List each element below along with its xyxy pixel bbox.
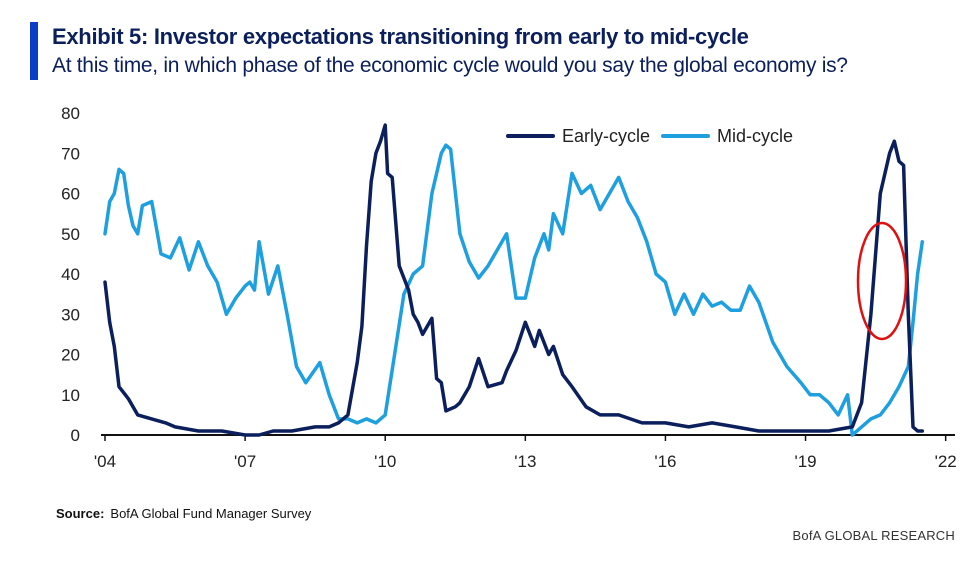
chart-subtitle: At this time, in which phase of the econ… [52,54,848,77]
series-line-mid-cycle [103,143,925,437]
source-note: Source: BofA Global Fund Manager Survey [56,506,311,521]
x-tick-label: '13 [514,452,536,471]
y-tick-label: 60 [61,185,80,204]
y-tick-label: 70 [61,144,80,163]
x-axis: '04 '07 '10 '13 '16 '19 '22 [94,435,957,471]
y-tick-label: 0 [71,426,80,445]
x-tick-label: '19 [794,452,816,471]
legend: Early-cycle Mid-cycle [506,126,793,146]
source-text: BofA Global Fund Manager Survey [110,506,312,521]
y-tick-label: 50 [61,225,80,244]
legend-label: Early-cycle [562,126,650,146]
y-tick-label: 20 [61,346,80,365]
legend-label: Mid-cycle [717,126,793,146]
y-tick-label: 30 [61,305,80,324]
x-tick-label: '07 [234,452,256,471]
y-tick-label: 10 [61,386,80,405]
chart-title: Exhibit 5: Investor expectations transit… [52,24,749,49]
y-tick-label: 80 [61,104,80,123]
x-tick-label: '04 [94,452,116,471]
y-tick-label: 40 [61,265,80,284]
series-line-early-cycle [103,123,925,437]
x-tick-label: '22 [935,452,957,471]
series-layer [103,123,925,437]
highlight-circle [856,221,908,341]
x-tick-label: '10 [374,452,396,471]
brand-label: BofA GLOBAL RESEARCH [792,528,955,543]
y-axis: 0 10 20 30 40 50 60 70 80 [61,104,80,445]
x-tick-label: '16 [654,452,676,471]
title-accent-bar [30,22,38,80]
source-label: Source: [56,506,105,521]
